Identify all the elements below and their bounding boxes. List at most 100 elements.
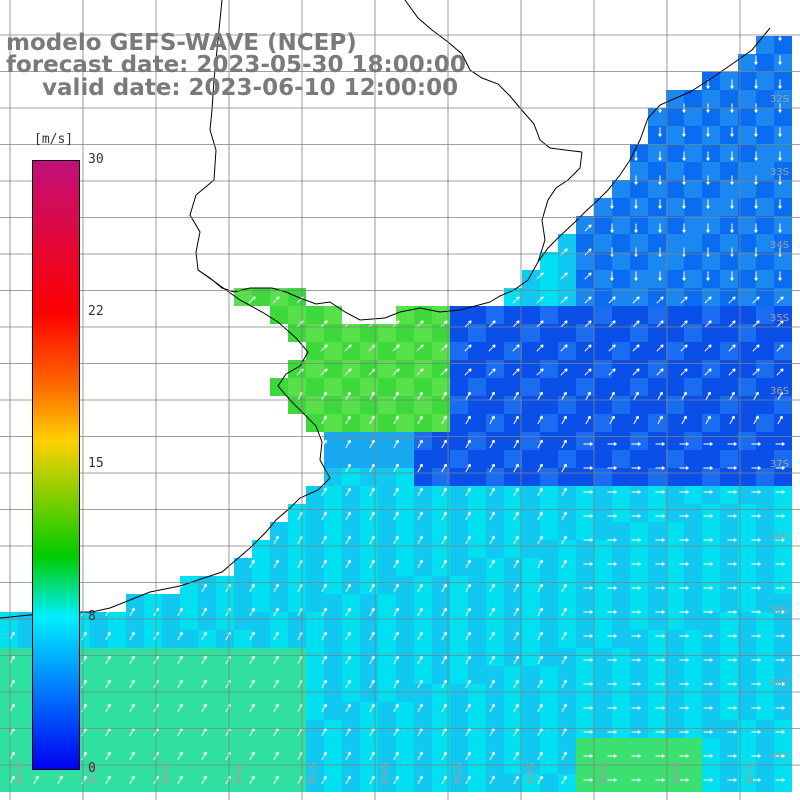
wind-arrow bbox=[703, 538, 713, 542]
wind-cell bbox=[612, 180, 630, 198]
wind-cell bbox=[306, 396, 324, 414]
wind-cell bbox=[378, 702, 396, 720]
wind-cell bbox=[342, 522, 360, 540]
wind-cell bbox=[738, 576, 756, 594]
wind-cell bbox=[612, 198, 630, 216]
wind-arrow bbox=[631, 706, 641, 710]
wind-arrow bbox=[655, 538, 665, 542]
wind-cell bbox=[396, 738, 414, 756]
wind-cell bbox=[576, 468, 594, 486]
wind-cell bbox=[306, 486, 324, 504]
wind-arrow bbox=[345, 487, 351, 497]
wind-cell bbox=[522, 450, 540, 468]
wind-arrow bbox=[775, 706, 785, 710]
wind-cell bbox=[270, 306, 288, 324]
wind-cell bbox=[540, 558, 558, 576]
wind-cell bbox=[720, 270, 738, 288]
wind-arrow bbox=[682, 271, 686, 281]
wind-arrow bbox=[655, 562, 665, 566]
wind-arrow bbox=[704, 344, 712, 352]
colorbar-tick: 30 bbox=[88, 152, 104, 167]
wind-cell bbox=[684, 162, 702, 180]
wind-arrow bbox=[727, 658, 737, 662]
wind-cell bbox=[432, 612, 450, 630]
wind-cell bbox=[486, 414, 504, 432]
wind-arrow bbox=[655, 682, 665, 686]
wind-cell bbox=[504, 486, 522, 504]
wind-cell bbox=[486, 378, 504, 396]
wind-arrow bbox=[610, 223, 614, 233]
wind-cell bbox=[414, 558, 432, 576]
wind-cell bbox=[720, 540, 738, 558]
wind-cell bbox=[252, 666, 270, 684]
wind-arrow bbox=[369, 439, 375, 449]
wind-arrow bbox=[631, 754, 641, 758]
wind-arrow bbox=[513, 607, 519, 617]
wind-cell bbox=[666, 504, 684, 522]
wind-arrow bbox=[441, 415, 447, 425]
wind-arrow bbox=[81, 631, 87, 641]
wind-cell bbox=[630, 738, 648, 756]
wind-cell bbox=[360, 684, 378, 702]
wind-cell bbox=[684, 216, 702, 234]
wind-cell bbox=[558, 702, 576, 720]
wind-cell bbox=[126, 738, 144, 756]
wind-cell bbox=[666, 630, 684, 648]
wind-cell bbox=[396, 630, 414, 648]
wind-cell bbox=[648, 486, 666, 504]
wind-cell bbox=[576, 576, 594, 594]
wind-cell bbox=[702, 90, 720, 108]
wind-arrow bbox=[249, 751, 255, 761]
wind-cell bbox=[540, 648, 558, 666]
wind-cell bbox=[648, 540, 666, 558]
wind-arrow bbox=[441, 487, 447, 497]
wind-arrow bbox=[752, 368, 760, 376]
wind-cell bbox=[630, 558, 648, 576]
wind-cell bbox=[684, 270, 702, 288]
wind-cell bbox=[630, 324, 648, 342]
wind-arrow bbox=[703, 706, 713, 710]
wind-cell bbox=[630, 432, 648, 450]
wind-cell bbox=[684, 576, 702, 594]
wind-cell bbox=[414, 738, 432, 756]
wind-cell bbox=[594, 252, 612, 270]
wind-arrow bbox=[248, 296, 256, 304]
wind-cell bbox=[612, 234, 630, 252]
wind-arrow bbox=[631, 682, 641, 686]
wind-cell bbox=[756, 108, 774, 126]
wind-cell bbox=[576, 558, 594, 576]
wind-cell bbox=[18, 774, 36, 792]
wind-arrow bbox=[754, 55, 758, 65]
wind-cell bbox=[666, 126, 684, 144]
wind-cell bbox=[378, 540, 396, 558]
wind-arrow bbox=[393, 751, 399, 761]
wind-cell bbox=[234, 594, 252, 612]
wind-arrow bbox=[633, 415, 639, 425]
wind-arrow bbox=[177, 775, 183, 785]
wind-cell bbox=[180, 684, 198, 702]
wind-cell bbox=[414, 630, 432, 648]
wind-cell bbox=[450, 486, 468, 504]
wind-cell bbox=[342, 396, 360, 414]
wind-cell bbox=[720, 648, 738, 666]
wind-arrow bbox=[369, 751, 375, 761]
wind-arrow bbox=[393, 655, 399, 665]
wind-arrow bbox=[633, 391, 639, 401]
wind-cell bbox=[360, 738, 378, 756]
wind-cell bbox=[504, 324, 522, 342]
wind-cell bbox=[576, 234, 594, 252]
wind-cell bbox=[594, 702, 612, 720]
wind-cell bbox=[342, 378, 360, 396]
wind-arrow bbox=[417, 703, 423, 713]
wind-cell bbox=[558, 666, 576, 684]
wind-cell bbox=[558, 324, 576, 342]
wind-cell bbox=[774, 594, 792, 612]
wind-cell bbox=[450, 432, 468, 450]
wind-arrow bbox=[465, 703, 471, 713]
wind-arrow bbox=[727, 778, 737, 782]
wind-cell bbox=[396, 396, 414, 414]
wind-arrow bbox=[584, 344, 592, 352]
wind-cell bbox=[504, 684, 522, 702]
wind-arrow bbox=[465, 415, 471, 425]
wind-cell bbox=[720, 144, 738, 162]
